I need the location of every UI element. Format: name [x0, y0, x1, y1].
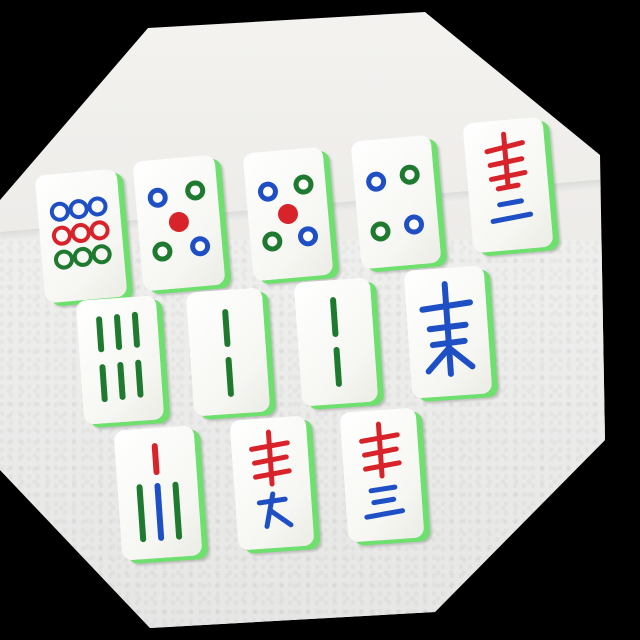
bamboo-2b-pattern	[330, 297, 342, 387]
characters-9-pattern	[249, 429, 294, 529]
circles-9-pattern	[49, 196, 112, 270]
characters-3-pattern	[359, 421, 406, 520]
tile-bamboo-7	[113, 425, 203, 561]
bamboo-2a-pattern	[222, 309, 234, 397]
tile-bamboo-2b	[293, 277, 379, 407]
tile-characters-3	[339, 407, 425, 543]
tile-characters-9	[229, 415, 315, 551]
tile-circles-5	[132, 154, 226, 292]
tile-wind-east	[403, 265, 493, 399]
tile-circles-4	[350, 134, 442, 270]
tile-circles-9	[34, 168, 128, 304]
bamboo-7-pattern	[136, 443, 183, 543]
tile-bamboo-6	[75, 295, 165, 425]
tile-bamboo-2a	[185, 287, 271, 417]
bamboo-6-pattern	[96, 311, 144, 403]
circles-4-pattern	[366, 164, 425, 242]
characters-2-pattern	[484, 131, 534, 224]
circles-5b-pattern	[257, 174, 319, 252]
tile-circles-5b	[242, 146, 334, 282]
east-wind-pattern	[419, 281, 476, 377]
circles-5-pattern	[147, 180, 211, 262]
tile-characters-2	[462, 116, 554, 254]
